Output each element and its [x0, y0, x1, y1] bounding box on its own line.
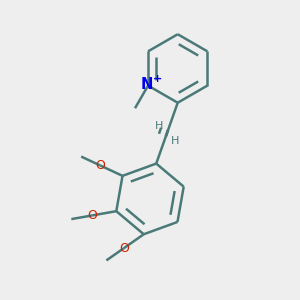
Text: H: H — [171, 136, 179, 146]
Text: O: O — [95, 159, 105, 172]
Text: H: H — [155, 121, 163, 131]
Text: +: + — [153, 74, 163, 84]
Text: O: O — [119, 242, 129, 255]
Text: O: O — [87, 209, 97, 222]
Text: N: N — [141, 77, 153, 92]
